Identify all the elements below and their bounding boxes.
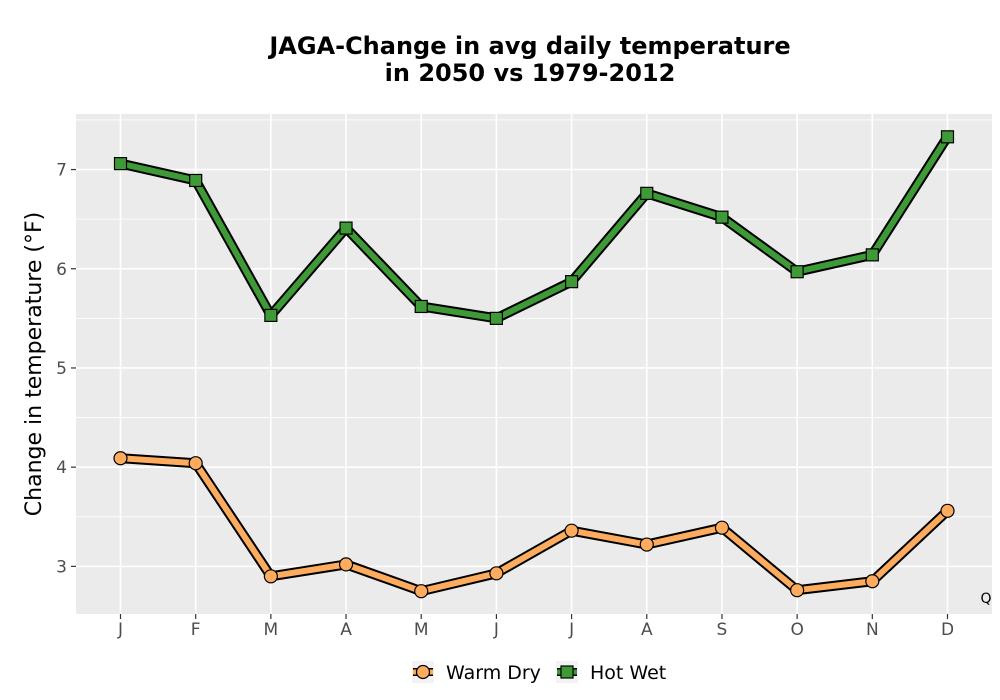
series-layer [113,130,955,599]
data-point [189,173,203,188]
data-point [865,248,879,262]
chart-title-line-1: JAGA-Change in avg daily temperature [267,32,790,60]
x-tick-label: O [790,620,803,640]
data-point [940,130,955,144]
x-tick-label: J [568,620,574,640]
legend-label: Warm Dry [446,662,541,684]
plot-panel [76,114,992,614]
data-point [790,583,805,598]
y-tick-label: 6 [56,260,67,280]
x-tick-label: D [941,620,954,640]
data-point [940,503,955,518]
y-tick-label: 4 [56,458,67,478]
data-point [188,456,203,471]
data-point [414,299,428,314]
data-point [264,308,278,322]
x-tick-label: J [493,620,499,640]
data-point [865,574,880,589]
data-point [715,210,729,224]
series-warm-dry [113,451,955,599]
grid-major [76,114,992,614]
legend: Warm Dry Hot Wet [412,661,666,684]
legend-key-marker [560,665,574,679]
series-line [117,133,951,322]
y-tick-label: 7 [56,161,67,181]
data-point [639,537,654,552]
grid-minor [76,119,992,518]
legend-label: Hot Wet [590,662,666,684]
data-point [790,265,804,279]
data-point [414,584,429,599]
x-tick-label: M [414,620,429,640]
data-point [338,557,354,572]
x-tick-label: N [866,620,879,640]
y-tick-label: 3 [56,557,67,577]
data-point [564,275,579,289]
x-tick-label: F [191,620,201,640]
data-point [263,569,278,584]
series-line [117,455,951,595]
series-hot-wet [113,130,955,325]
legend-item: Warm Dry [412,661,541,684]
data-point [714,520,730,535]
chart-title-line-2: in 2050 vs 1979-2012 [385,59,676,87]
x-tick-label: M [264,620,279,640]
y-axis: 3 4 5 6 7 [56,161,76,577]
y-axis-title: Change in temperature (°F) [22,212,47,516]
x-tick-label: A [641,620,653,640]
data-point [564,523,579,538]
legend-item: Hot Wet [556,661,666,684]
data-point [489,566,504,581]
data-point [339,221,353,235]
data-point [640,186,654,200]
data-point [113,451,128,466]
y-tick-label: 5 [56,359,67,379]
x-tick-label: S [717,620,728,640]
x-tick-label: A [340,620,352,640]
data-point [489,311,504,325]
x-tick-label: J [117,620,123,640]
data-point [113,157,128,171]
legend-key-marker [415,664,431,680]
annotation-label: Q [980,591,991,607]
